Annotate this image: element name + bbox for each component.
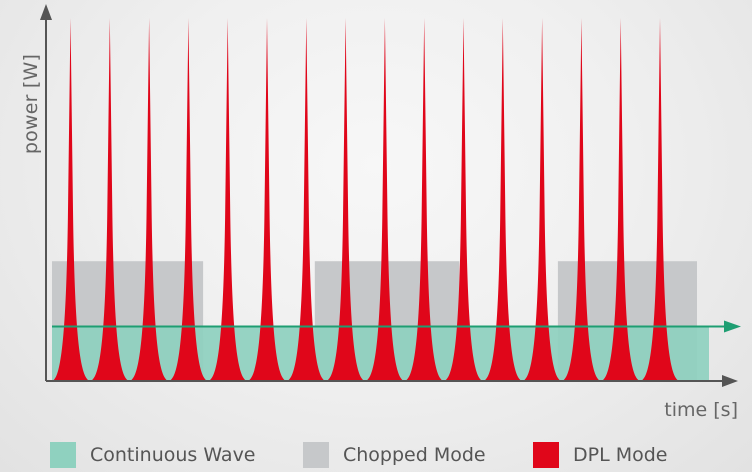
continuous-wave-arrowhead bbox=[724, 320, 741, 333]
legend-item-continuous-wave: Continuous Wave bbox=[50, 440, 256, 470]
x-axis-arrowhead bbox=[722, 375, 738, 387]
legend-label-continuous-wave: Continuous Wave bbox=[90, 444, 256, 466]
plot-area bbox=[40, 4, 741, 387]
legend-label-dpl-mode: DPL Mode bbox=[573, 444, 668, 466]
legend-swatch-chopped-mode bbox=[303, 442, 329, 468]
legend-swatch-continuous-wave bbox=[50, 442, 76, 468]
legend-swatch-dpl-mode bbox=[533, 442, 559, 468]
legend-item-dpl-mode: DPL Mode bbox=[533, 440, 667, 470]
x-axis-label: time [s] bbox=[664, 399, 738, 421]
y-axis-label: power [W] bbox=[20, 53, 42, 155]
dpl-pulse-train bbox=[52, 18, 680, 381]
y-axis-arrowhead bbox=[40, 4, 52, 20]
legend-item-chopped-mode: Chopped Mode bbox=[303, 440, 486, 470]
legend: Continuous Wave Chopped Mode DPL Mode bbox=[0, 440, 752, 470]
legend-label-chopped-mode: Chopped Mode bbox=[343, 444, 486, 466]
